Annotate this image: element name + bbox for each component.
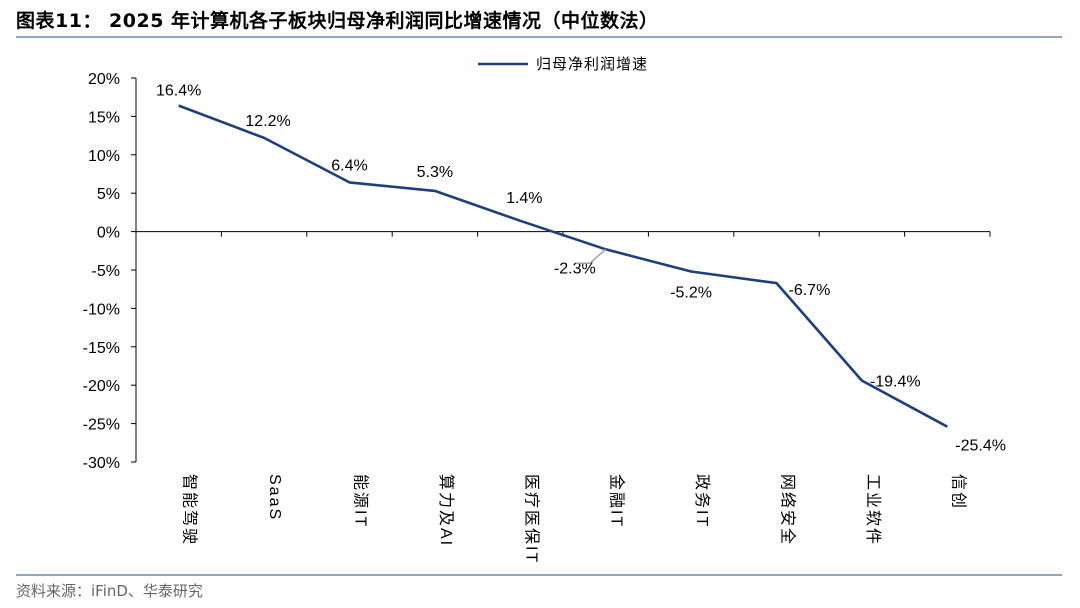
y-tick-label: -30% bbox=[83, 455, 120, 472]
chart-title: 图表11： 2025 年计算机各子板块归母净利润同比增速情况（中位数法） bbox=[16, 10, 659, 32]
y-tick-label: -15% bbox=[83, 340, 120, 357]
x-tick-label: 网络安全 bbox=[779, 474, 798, 546]
data-labels: 16.4% 12.2% 6.4% 5.3% 1.4% -2.3% -5.2% -6.7% -19… bbox=[156, 83, 1006, 455]
y-tick-label: 15% bbox=[88, 109, 120, 126]
y-tick-label: -25% bbox=[83, 417, 120, 434]
data-label: 12.2% bbox=[245, 113, 290, 130]
data-label: -19.4% bbox=[870, 374, 921, 391]
x-tick-label: SaaS bbox=[266, 474, 283, 521]
x-tick-label: 工业软件 bbox=[864, 474, 882, 546]
y-tick-label: -5% bbox=[92, 263, 120, 280]
label-leader-line bbox=[575, 248, 607, 265]
data-label: 1.4% bbox=[506, 190, 542, 207]
x-tick-label: 政务IT bbox=[693, 474, 711, 528]
legend-label: 归母净利润增速 bbox=[536, 56, 648, 73]
source-note: 资料来源：iFinD、华泰研究 bbox=[16, 582, 203, 600]
x-tick-label: 算力及AI bbox=[437, 474, 456, 547]
y-tick-label: -20% bbox=[83, 378, 120, 395]
legend: 归母净利润增速 bbox=[478, 56, 648, 73]
y-tick-label: 0% bbox=[97, 225, 120, 242]
title-divider bbox=[16, 36, 1062, 38]
footer-divider bbox=[16, 574, 1062, 576]
y-tick-label: 5% bbox=[97, 186, 120, 203]
data-label: 16.4% bbox=[156, 83, 201, 100]
data-label: -2.3% bbox=[554, 260, 596, 277]
x-tick-label: 信创 bbox=[949, 474, 967, 510]
y-tick-label: 20% bbox=[88, 71, 120, 88]
series-line bbox=[178, 104, 948, 428]
x-tick-label: 能源IT bbox=[352, 474, 370, 528]
data-label: 5.3% bbox=[417, 164, 453, 181]
x-tick-label: 智能驾驶 bbox=[181, 474, 199, 546]
y-tick-label: -10% bbox=[83, 301, 120, 318]
data-label: -5.2% bbox=[670, 285, 712, 302]
data-label: 6.4% bbox=[331, 157, 367, 174]
y-tick-label: 10% bbox=[88, 148, 120, 165]
x-tick-label: 医疗医保IT bbox=[522, 474, 540, 564]
chart-axes: 20% 15% 10% 5% 0% -5% -10% -15% -20% -25% -30% 智能驾驶… bbox=[83, 71, 991, 564]
data-label: -25.4% bbox=[955, 438, 1006, 455]
x-tick-label: 金融IT bbox=[608, 474, 626, 528]
data-label: -6.7% bbox=[789, 282, 831, 299]
chart-series bbox=[178, 104, 948, 428]
